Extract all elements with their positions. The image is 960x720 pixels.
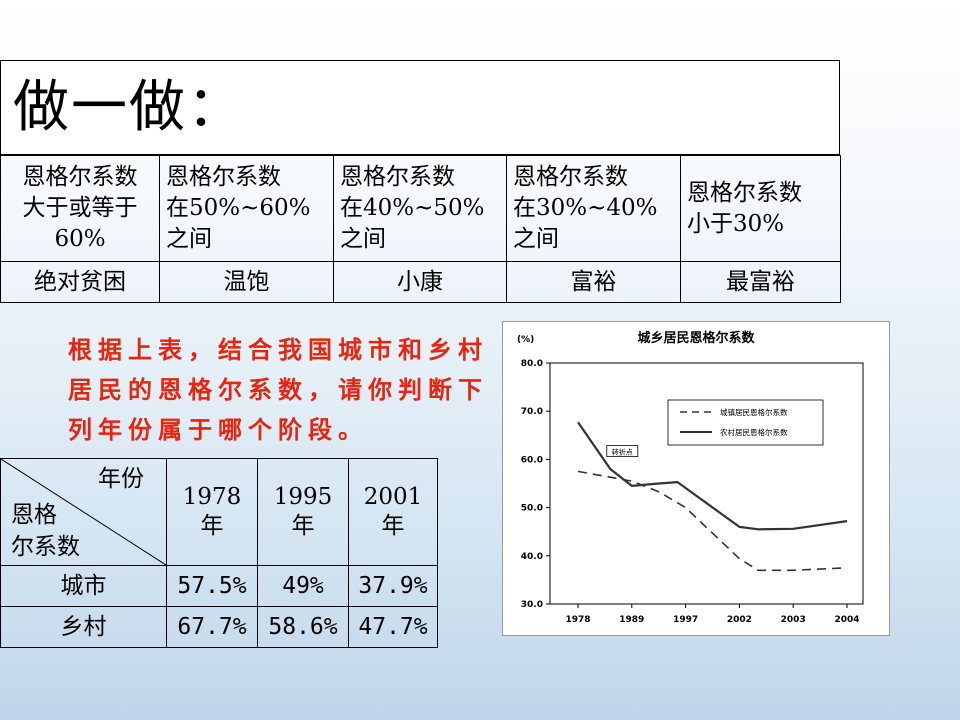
table-cell: 47.7%: [348, 606, 438, 648]
stage-label-row: 绝对贫困 温饱 小康 富裕 最富裕: [0, 261, 841, 303]
question-text: 根据上表，结合我国城市和乡村居民的恩格尔系数，请你判断下列年份属于哪个阶段。: [68, 336, 488, 444]
plot-frame: [549, 362, 864, 605]
engel-stage-table: 恩格尔系数 大于或等于 60% 恩格尔系数 在50%~60% 之间 恩格尔系数 …: [0, 155, 841, 303]
year-header: 1978 年: [166, 458, 258, 566]
header-engel-label: 恩格 尔系数: [11, 502, 80, 560]
x-tick-label: 1997: [673, 615, 698, 625]
stage-condition-text: 恩格尔系数 在30%~40% 之间: [513, 164, 658, 252]
stage-condition-text: 恩格尔系数 在40%~50% 之间: [340, 164, 485, 252]
row-label: 乡村: [0, 606, 167, 648]
legend-label: 农村居民恩格尔系数: [720, 427, 788, 437]
table-cell: 67.7%: [166, 606, 258, 648]
y-tick-label: 70.0: [521, 407, 543, 417]
header-year-label: 年份: [98, 466, 144, 492]
stage-label: 温饱: [159, 261, 334, 303]
stage-label: 小康: [333, 261, 507, 303]
stage-condition-cell: 恩格尔系数 在30%~40% 之间: [506, 155, 681, 262]
stage-condition-cell: 恩格尔系数 大于或等于 60%: [0, 155, 160, 262]
diagonal-header-cell: 年份 恩格 尔系数: [0, 458, 167, 566]
table-cell: 37.9%: [348, 565, 438, 607]
chart-lines: 转折点: [577, 421, 848, 572]
stage-label: 绝对贫困: [0, 261, 160, 303]
annotation-label: 转折点: [612, 448, 633, 457]
y-tick-label: 30.0: [521, 600, 543, 610]
y-axis-unit: (%): [517, 335, 534, 345]
chart-svg: 城乡居民恩格尔系数 (%) 30.0 40.0 50.0 60.0 70.0 80.0 19…: [517, 330, 864, 625]
y-tick-label: 60.0: [521, 455, 543, 465]
stage-label: 最富裕: [680, 261, 841, 303]
stage-condition-text: 恩格尔系数 大于或等于 60%: [22, 164, 138, 252]
stage-condition-cell: 恩格尔系数 在40%~50% 之间: [333, 155, 507, 262]
stage-label: 富裕: [506, 261, 681, 303]
y-tick-label: 80.0: [521, 359, 543, 369]
chart-title: 城乡居民恩格尔系数: [637, 330, 755, 346]
year-header: 1995 年: [257, 458, 349, 566]
engel-line-chart: 城乡居民恩格尔系数 (%) 30.0 40.0 50.0 60.0 70.0 80.0 19…: [502, 321, 890, 636]
title-box: 做一做：: [0, 60, 840, 155]
y-tick-label: 40.0: [521, 552, 543, 562]
stage-condition-text: 恩格尔系数 小于30%: [687, 179, 802, 237]
legend-label: 城镇居民恩格尔系数: [720, 407, 788, 417]
table-row: 乡村 67.7% 58.6% 47.7%: [0, 606, 438, 648]
annotation-box: [606, 445, 639, 458]
table-cell: 58.6%: [257, 606, 349, 648]
year-header: 2001 年: [348, 458, 438, 566]
y-tick-label: 50.0: [521, 504, 543, 514]
x-tick-label: 2004: [834, 615, 859, 625]
row-label: 城市: [0, 565, 167, 607]
series-line: [577, 421, 848, 531]
legend-box: [667, 399, 824, 446]
table-cell: 49%: [257, 565, 349, 607]
diagonal-line: [1, 459, 166, 565]
stage-condition-text: 恩格尔系数 在50%~60% 之间: [166, 164, 311, 252]
x-tick-label: 1989: [619, 615, 644, 625]
x-tick-label: 2002: [727, 615, 752, 625]
x-tick-label: 2003: [781, 615, 806, 625]
stage-condition-row: 恩格尔系数 大于或等于 60% 恩格尔系数 在50%~60% 之间 恩格尔系数 …: [0, 155, 841, 262]
stage-condition-cell: 恩格尔系数 在50%~60% 之间: [159, 155, 334, 262]
table-row: 城市 57.5% 49% 37.9%: [0, 565, 438, 607]
page-title: 做一做：: [13, 75, 245, 140]
series-line: [577, 470, 848, 572]
data-table-header-row: 年份 恩格 尔系数 1978 年 1995 年 2001 年: [0, 458, 438, 566]
chart-axes: 30.0 40.0 50.0 60.0 70.0 80.0 1978 1989 1997 2002…: [521, 359, 864, 625]
x-tick-label: 1978: [565, 615, 590, 625]
engel-data-table: 年份 恩格 尔系数 1978 年 1995 年 2001 年 城市 57.5% …: [0, 458, 438, 648]
table-cell: 57.5%: [166, 565, 258, 607]
stage-condition-cell: 恩格尔系数 小于30%: [680, 155, 841, 262]
